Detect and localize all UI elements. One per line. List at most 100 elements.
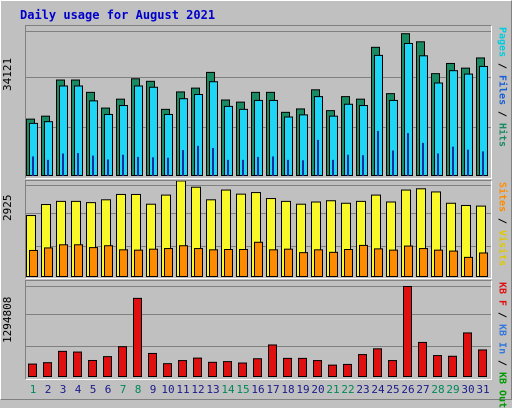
day-label: 31	[476, 383, 490, 396]
sites-bar	[149, 248, 158, 277]
day-label: 20	[311, 383, 325, 396]
kbf-bar	[88, 359, 97, 377]
pages-bar	[437, 153, 439, 176]
kbf-bar	[103, 356, 112, 377]
kbf-bar	[448, 355, 457, 377]
pages-bar	[122, 154, 124, 176]
pages-bar	[197, 145, 199, 176]
pages-bar	[377, 130, 379, 176]
sites-bar	[329, 251, 338, 278]
kbf-bar	[118, 346, 127, 377]
day-label: 14	[221, 383, 235, 396]
pages-bar	[32, 156, 34, 176]
sites-bar	[104, 245, 113, 277]
legend-kbf: KB F	[496, 282, 508, 307]
visits-sites-panel	[25, 180, 492, 279]
day-label: 1	[29, 383, 37, 396]
day-label: 8	[134, 383, 142, 396]
day-label: 25	[386, 383, 400, 396]
kbf-bar	[208, 361, 217, 378]
legend-pages: Pages	[496, 27, 508, 58]
sites-bar	[314, 249, 323, 277]
kbf-bar	[43, 362, 52, 378]
legend-visits: Visits	[496, 230, 508, 267]
kbf-bar	[298, 357, 307, 377]
pages-bar	[332, 159, 334, 176]
pages-bar	[62, 153, 64, 176]
legend-kbin: KB In	[496, 324, 508, 355]
sites-bar	[449, 250, 458, 278]
day-label: 28	[431, 383, 445, 396]
hits-files-pages-panel	[25, 25, 492, 179]
day-label: 26	[401, 383, 415, 396]
visits-max-label: 2925	[1, 194, 14, 222]
pages-bar	[272, 156, 274, 176]
day-label: 24	[371, 383, 385, 396]
sites-bar	[464, 256, 473, 278]
day-label: 27	[416, 383, 430, 396]
kbf-bar	[223, 361, 232, 377]
pages-bar	[287, 159, 289, 176]
day-label: 3	[59, 383, 67, 396]
sites-bar	[344, 249, 353, 277]
kbf-bar	[283, 357, 292, 377]
day-label: 7	[119, 383, 127, 396]
sites-bar	[284, 248, 293, 277]
sites-bar	[119, 249, 128, 277]
sites-bar	[254, 241, 263, 277]
pages-bar	[242, 159, 244, 176]
kbytes-panel	[25, 280, 492, 380]
kbf-bar	[418, 341, 427, 377]
legend-kbout: KB Out	[496, 372, 508, 408]
day-label: 12	[191, 383, 205, 396]
kbf-bar	[313, 360, 322, 378]
pages-bar	[422, 142, 424, 176]
visits-sites-legend: Sites / Visits	[494, 182, 510, 277]
kbytes-plot	[26, 286, 491, 378]
sites-bar	[404, 245, 413, 277]
kbf-bar	[403, 286, 412, 377]
sites-bar	[29, 249, 38, 277]
day-label: 21	[326, 383, 340, 396]
day-label: 15	[236, 383, 250, 396]
day-label: 4	[74, 383, 82, 396]
pages-bar	[212, 147, 214, 176]
kbf-bar	[163, 363, 172, 377]
pages-bar	[257, 156, 259, 176]
kbf-bar	[268, 344, 277, 377]
kbf-bar	[358, 354, 367, 377]
sites-bar	[299, 252, 308, 278]
pages-bar	[467, 149, 469, 176]
day-label: 22	[341, 383, 355, 396]
kbf-bar	[328, 364, 337, 378]
hits-files-pages-plot	[26, 31, 491, 177]
sites-bar	[419, 248, 428, 277]
day-label: 16	[251, 383, 265, 396]
kbf-bar	[373, 348, 382, 377]
day-label: 30	[461, 383, 475, 396]
sites-bar	[44, 247, 53, 277]
kbf-bar	[478, 349, 487, 377]
kbf-bar	[73, 351, 82, 377]
day-label: 29	[446, 383, 460, 396]
day-label: 9	[149, 383, 157, 396]
sites-bar	[239, 249, 248, 277]
pages-bar	[347, 154, 349, 176]
sites-bar	[179, 245, 188, 277]
pages-bar	[77, 153, 79, 176]
pages-bar	[167, 157, 169, 176]
day-label: 2	[44, 383, 52, 396]
legend-sites: Sites	[496, 182, 508, 213]
sites-bar	[389, 249, 398, 277]
legend-separator: /	[496, 105, 508, 124]
sites-bar	[164, 248, 173, 277]
kbf-bar	[148, 352, 157, 377]
kbf-bar	[388, 360, 397, 378]
legend-separator: /	[496, 57, 508, 76]
day-label: 19	[296, 383, 310, 396]
pages-bar	[92, 155, 94, 176]
hits-max-label: 34121	[1, 57, 14, 91]
legend-files: Files	[496, 75, 508, 106]
day-axis-labels: 1 2 3 4 5 6 7 8 9 10 11 12 13 14 15 16 17 18 19 20 21 22 23 24 2…	[25, 383, 492, 397]
